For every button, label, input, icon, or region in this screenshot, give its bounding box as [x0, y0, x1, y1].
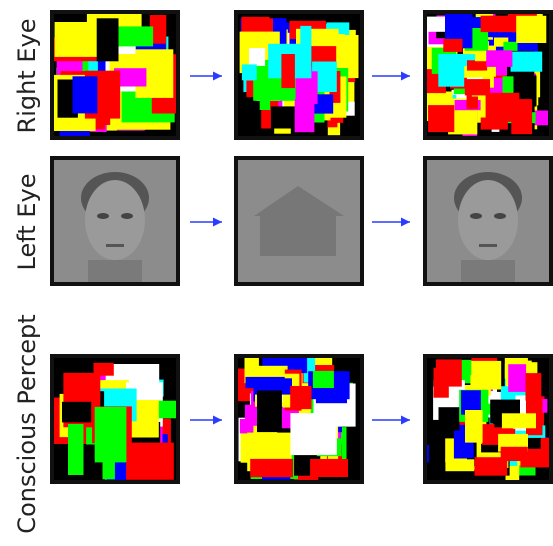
panel — [423, 10, 553, 140]
patch — [290, 386, 312, 410]
patch — [445, 459, 475, 472]
panel — [50, 354, 180, 484]
row-label: Right Eye — [13, 19, 41, 134]
face — [85, 180, 145, 260]
patch — [93, 362, 114, 376]
patch — [303, 356, 316, 383]
patch — [438, 54, 465, 87]
patch — [525, 373, 542, 401]
patch — [516, 15, 547, 44]
panel — [234, 10, 364, 140]
patch — [467, 60, 488, 71]
panel-frame — [234, 354, 364, 484]
face — [458, 180, 518, 260]
patch — [283, 22, 295, 33]
patch — [474, 457, 508, 476]
patch — [470, 17, 484, 31]
patch — [281, 54, 295, 89]
patch — [257, 390, 282, 433]
row-label: Left Eye — [13, 174, 41, 271]
patch — [465, 410, 483, 443]
patch — [501, 413, 536, 429]
eye — [97, 213, 109, 219]
house — [254, 186, 344, 256]
patch — [295, 71, 318, 105]
mouth — [106, 244, 124, 247]
patch — [486, 50, 513, 67]
patch — [331, 112, 344, 123]
patch — [54, 22, 101, 57]
patch — [114, 68, 147, 87]
panel-frame — [423, 354, 553, 484]
neck — [88, 260, 142, 284]
eye — [494, 213, 506, 219]
patch — [508, 364, 527, 392]
patch — [121, 442, 174, 480]
panel — [234, 156, 364, 286]
panel — [423, 354, 553, 484]
patch — [239, 419, 254, 434]
patch — [461, 390, 481, 415]
patch — [510, 51, 543, 72]
patch — [249, 48, 266, 66]
patch — [96, 18, 119, 62]
patch — [443, 38, 463, 52]
patch — [485, 92, 520, 122]
panel-frame — [234, 10, 364, 140]
patch — [245, 376, 285, 389]
panel-frame — [234, 156, 364, 286]
panel-frame — [50, 156, 180, 286]
patch — [502, 76, 514, 98]
patch — [312, 370, 334, 388]
panel — [423, 156, 553, 286]
row-label: Conscious Percept — [13, 314, 41, 533]
arrows — [190, 71, 410, 425]
patch — [87, 380, 129, 392]
patch — [68, 424, 84, 475]
patch — [428, 105, 455, 133]
eye — [470, 213, 482, 219]
panel — [50, 10, 180, 140]
panel — [50, 156, 180, 286]
panel-frame — [50, 10, 180, 140]
patch — [438, 407, 460, 431]
panel — [234, 354, 364, 484]
patch — [294, 98, 315, 133]
patch — [290, 413, 337, 456]
panel-frame — [423, 156, 553, 286]
patch — [500, 446, 528, 461]
patch — [301, 459, 348, 477]
patch — [480, 15, 515, 33]
neck — [461, 260, 515, 284]
patch — [241, 64, 257, 81]
patch — [464, 79, 490, 96]
patch — [72, 76, 98, 114]
patch — [471, 360, 502, 390]
patch — [250, 458, 293, 478]
patch — [102, 446, 115, 480]
panel-frame — [50, 354, 180, 484]
patch — [433, 367, 449, 398]
mouth — [479, 244, 497, 247]
eye — [121, 213, 133, 219]
patch — [62, 401, 92, 423]
panel-frame — [423, 10, 553, 140]
patch — [300, 25, 312, 54]
